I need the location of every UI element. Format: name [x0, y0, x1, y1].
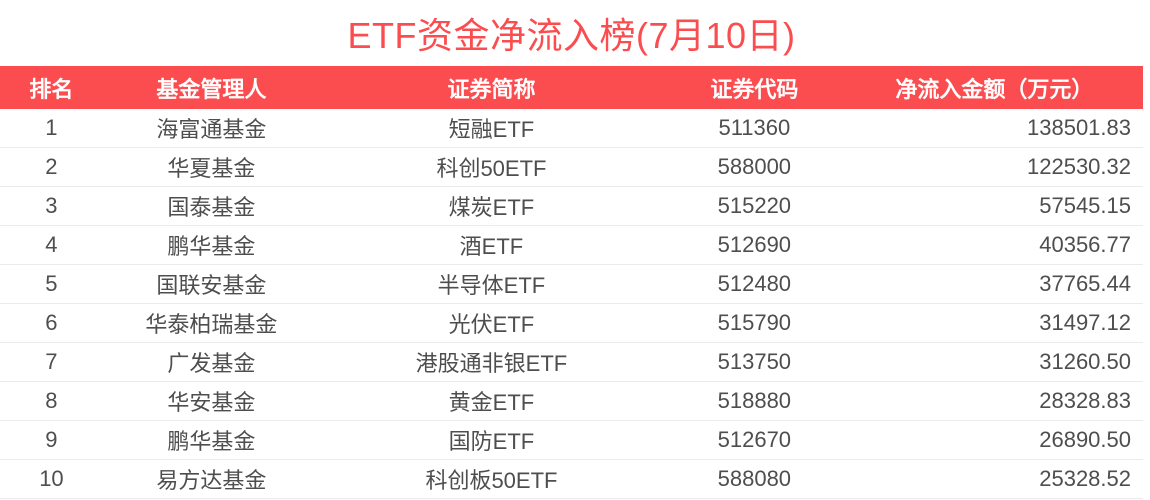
cell-security-name: 光伏ETF [320, 303, 663, 343]
cell-net-inflow: 26890.50 [845, 420, 1143, 460]
cell-rank: 2 [0, 147, 103, 187]
cell-security-name: 国防ETF [320, 420, 663, 460]
cell-security-code: 511360 [662, 109, 846, 148]
table-row: 7 广发基金 港股通非银ETF 513750 31260.50 [0, 342, 1143, 382]
table-row: 6 华泰柏瑞基金 光伏ETF 515790 31497.12 [0, 303, 1143, 343]
table-row: 2 华夏基金 科创50ETF 588000 122530.32 [0, 147, 1143, 187]
cell-rank: 1 [0, 109, 103, 148]
cell-net-inflow: 28328.83 [845, 381, 1143, 421]
cell-rank: 4 [0, 225, 103, 265]
cell-net-inflow: 31497.12 [845, 303, 1143, 343]
column-header-security-name: 证券简称 [320, 66, 663, 109]
cell-security-name: 酒ETF [320, 225, 663, 265]
cell-fund-manager: 海富通基金 [102, 109, 321, 148]
table-row: 5 国联安基金 半导体ETF 512480 37765.44 [0, 264, 1143, 304]
table-body: 1 海富通基金 短融ETF 511360 138501.83 2 华夏基金 科创… [0, 109, 1143, 499]
page-title: ETF资金净流入榜(7月10日) [347, 15, 796, 56]
cell-fund-manager: 华安基金 [102, 381, 321, 421]
cell-security-code: 512690 [662, 225, 846, 265]
cell-fund-manager: 华夏基金 [102, 147, 321, 187]
cell-rank: 3 [0, 186, 103, 226]
cell-security-name: 科创50ETF [320, 147, 663, 187]
table-row: 1 海富通基金 短融ETF 511360 138501.83 [0, 109, 1143, 148]
table-row: 8 华安基金 黄金ETF 518880 28328.83 [0, 381, 1143, 421]
cell-security-code: 518880 [662, 381, 846, 421]
cell-security-code: 588000 [662, 147, 846, 187]
column-header-security-code: 证券代码 [662, 66, 846, 109]
table-header: 排名 基金管理人 证券简称 证券代码 净流入金额（万元） [0, 66, 1143, 109]
table-row: 3 国泰基金 煤炭ETF 515220 57545.15 [0, 186, 1143, 226]
cell-rank: 9 [0, 420, 103, 460]
cell-fund-manager: 国联安基金 [102, 264, 321, 304]
cell-security-name: 短融ETF [320, 109, 663, 148]
cell-security-code: 588080 [662, 459, 846, 499]
cell-security-code: 512480 [662, 264, 846, 304]
cell-net-inflow: 25328.52 [845, 459, 1143, 499]
cell-net-inflow: 57545.15 [845, 186, 1143, 226]
column-header-fund-manager: 基金管理人 [102, 66, 321, 109]
column-header-net-inflow: 净流入金额（万元） [845, 66, 1143, 109]
cell-security-name: 港股通非银ETF [320, 342, 663, 382]
cell-fund-manager: 鹏华基金 [102, 225, 321, 265]
cell-security-name: 黄金ETF [320, 381, 663, 421]
etf-net-inflow-table: 排名 基金管理人 证券简称 证券代码 净流入金额（万元） 1 海富通基金 短融E… [0, 66, 1143, 499]
column-header-rank: 排名 [0, 66, 103, 109]
table-row: 10 易方达基金 科创板50ETF 588080 25328.52 [0, 459, 1143, 499]
cell-net-inflow: 31260.50 [845, 342, 1143, 382]
cell-rank: 10 [0, 459, 103, 499]
cell-rank: 8 [0, 381, 103, 421]
cell-net-inflow: 138501.83 [845, 109, 1143, 148]
cell-security-code: 513750 [662, 342, 846, 382]
cell-security-name: 煤炭ETF [320, 186, 663, 226]
cell-security-code: 512670 [662, 420, 846, 460]
cell-fund-manager: 鹏华基金 [102, 420, 321, 460]
cell-net-inflow: 37765.44 [845, 264, 1143, 304]
cell-security-name: 半导体ETF [320, 264, 663, 304]
cell-net-inflow: 122530.32 [845, 147, 1143, 187]
cell-fund-manager: 华泰柏瑞基金 [102, 303, 321, 343]
cell-rank: 5 [0, 264, 103, 304]
cell-security-code: 515790 [662, 303, 846, 343]
table-header-row: 排名 基金管理人 证券简称 证券代码 净流入金额（万元） [0, 66, 1143, 109]
cell-rank: 7 [0, 342, 103, 382]
table-row: 9 鹏华基金 国防ETF 512670 26890.50 [0, 420, 1143, 460]
cell-fund-manager: 易方达基金 [102, 459, 321, 499]
cell-security-code: 515220 [662, 186, 846, 226]
cell-security-name: 科创板50ETF [320, 459, 663, 499]
cell-rank: 6 [0, 303, 103, 343]
cell-fund-manager: 国泰基金 [102, 186, 321, 226]
cell-fund-manager: 广发基金 [102, 342, 321, 382]
table-row: 4 鹏华基金 酒ETF 512690 40356.77 [0, 225, 1143, 265]
cell-net-inflow: 40356.77 [845, 225, 1143, 265]
